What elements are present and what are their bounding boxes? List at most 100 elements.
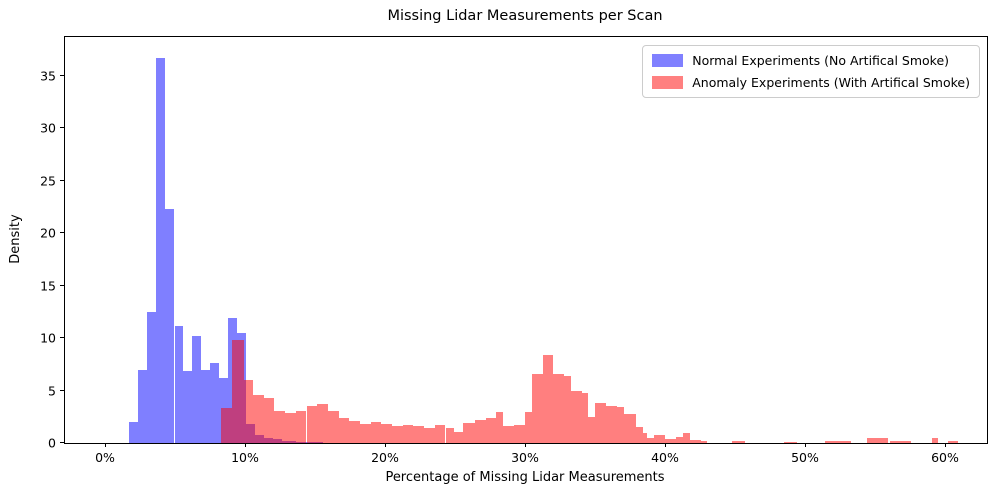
- y-tick-label: 0: [48, 435, 56, 451]
- y-tick-label: 15: [40, 278, 56, 294]
- histogram-bar: [595, 403, 607, 443]
- histogram-bar: [274, 410, 286, 443]
- histogram-bar: [676, 437, 684, 443]
- histogram-bar: [866, 437, 877, 443]
- legend: Normal Experiments (No Artifical Smoke) …: [642, 45, 980, 98]
- histogram-bar: [252, 394, 264, 443]
- histogram-bar: [285, 412, 296, 443]
- y-axis-label: Density: [8, 214, 23, 264]
- histogram-bar: [642, 433, 647, 443]
- x-axis-label: Percentage of Missing Lidar Measurements: [385, 470, 665, 485]
- histogram-bar: [876, 438, 888, 443]
- histogram-bar: [683, 433, 691, 443]
- bars-layer-anomaly: [65, 37, 987, 443]
- histogram-bar: [424, 428, 435, 443]
- x-tick-mark: [665, 443, 666, 447]
- histogram-bar: [553, 373, 565, 443]
- y-tick-mark: [60, 179, 64, 181]
- legend-label-anomaly: Anomaly Experiments (With Artifical Smok…: [692, 75, 970, 90]
- histogram-bar: [581, 392, 588, 443]
- histogram-bar: [513, 424, 525, 443]
- plot-area: 0% 10% 20% 30% 40% 50% 60% 0 5 10 15 20 25 30 35 Norma…: [40, 36, 988, 465]
- y-tick-mark: [60, 127, 64, 129]
- y-tick-mark: [60, 389, 64, 391]
- histogram-bar: [571, 391, 582, 443]
- histogram-bar: [564, 375, 572, 443]
- histogram-bar: [327, 410, 339, 443]
- legend-label-normal: Normal Experiments (No Artifical Smoke): [692, 53, 950, 68]
- histogram-bar: [349, 421, 360, 443]
- histogram-bar: [485, 418, 496, 443]
- histogram-bar: [732, 441, 745, 443]
- histogram-bar: [174, 325, 183, 443]
- histogram-bar: [129, 422, 139, 443]
- y-tick-mark: [60, 232, 64, 234]
- histogram-bar: [392, 426, 403, 443]
- histogram-bar: [503, 426, 514, 443]
- histogram-bar: [147, 311, 156, 443]
- histogram-bar: [532, 374, 544, 443]
- histogram-bar: [606, 405, 618, 443]
- histogram-bar: [824, 440, 852, 443]
- x-tick-label: 20%: [371, 450, 399, 465]
- y-tick-mark: [60, 337, 64, 339]
- histogram-bar: [784, 442, 797, 443]
- y-tick-mark: [60, 74, 64, 76]
- y-tick-label: 10: [40, 330, 56, 346]
- histogram-bar: [338, 417, 350, 443]
- histogram-bar: [701, 441, 707, 443]
- chart-title: Missing Lidar Measurements per Scan: [387, 8, 663, 24]
- histogram-bar: [543, 354, 553, 443]
- histogram-bar: [665, 438, 677, 443]
- x-tick-mark: [945, 443, 946, 447]
- histogram-bar: [445, 427, 454, 443]
- histogram-bar: [220, 408, 232, 443]
- histogram-bar: [138, 369, 148, 443]
- histogram-bar: [890, 441, 912, 443]
- histogram-bar: [495, 411, 504, 443]
- x-tick-label: 50%: [791, 450, 819, 465]
- histogram-bar: [453, 432, 464, 443]
- y-tick-mark: [60, 442, 64, 443]
- histogram-bar: [306, 406, 318, 443]
- histogram-bar: [434, 424, 446, 443]
- histogram-bar: [243, 380, 253, 443]
- histogram-bar: [183, 370, 192, 443]
- y-tick-label: 35: [40, 68, 56, 84]
- ticks-layer: 0% 10% 20% 30% 40% 50% 60% 0 5 10 15 20 25 30 35: [40, 37, 987, 465]
- legend-swatch-normal: [652, 54, 684, 67]
- histogram-bar: [653, 434, 665, 443]
- histogram-bar: [263, 397, 275, 443]
- histogram-bar: [463, 423, 475, 443]
- histogram-bar: [690, 439, 702, 443]
- histogram-bar: [295, 410, 307, 443]
- x-tick-label: 60%: [931, 450, 959, 465]
- histogram-bar: [947, 441, 958, 443]
- x-tick-mark: [245, 443, 246, 447]
- histogram-bar: [201, 369, 211, 443]
- histogram-bar: [402, 424, 414, 443]
- x-tick-mark: [805, 443, 806, 447]
- histogram-bar: [210, 363, 219, 443]
- x-tick-label: 40%: [651, 450, 679, 465]
- histogram-bar: [413, 426, 424, 443]
- histogram-bar: [635, 427, 643, 443]
- y-tick-label: 5: [48, 383, 56, 398]
- histogram-bar: [588, 417, 595, 443]
- histogram-bar: [360, 423, 371, 443]
- histogram-bar: [381, 423, 392, 443]
- x-tick-mark: [385, 443, 386, 447]
- histogram-bar: [165, 209, 175, 443]
- histogram-bar: [317, 404, 328, 443]
- x-tick-mark: [105, 443, 106, 447]
- x-tick-label: 0%: [95, 450, 115, 465]
- y-tick-label: 20: [40, 225, 56, 241]
- histogram-bar: [474, 420, 486, 443]
- histogram-bar: [617, 406, 625, 443]
- histogram-bar: [192, 336, 202, 443]
- y-tick-label: 25: [40, 173, 56, 189]
- legend-entry-anomaly: Anomaly Experiments (With Artifical Smok…: [652, 75, 970, 90]
- histogram-bar: [932, 438, 938, 443]
- histogram-bar: [525, 412, 532, 443]
